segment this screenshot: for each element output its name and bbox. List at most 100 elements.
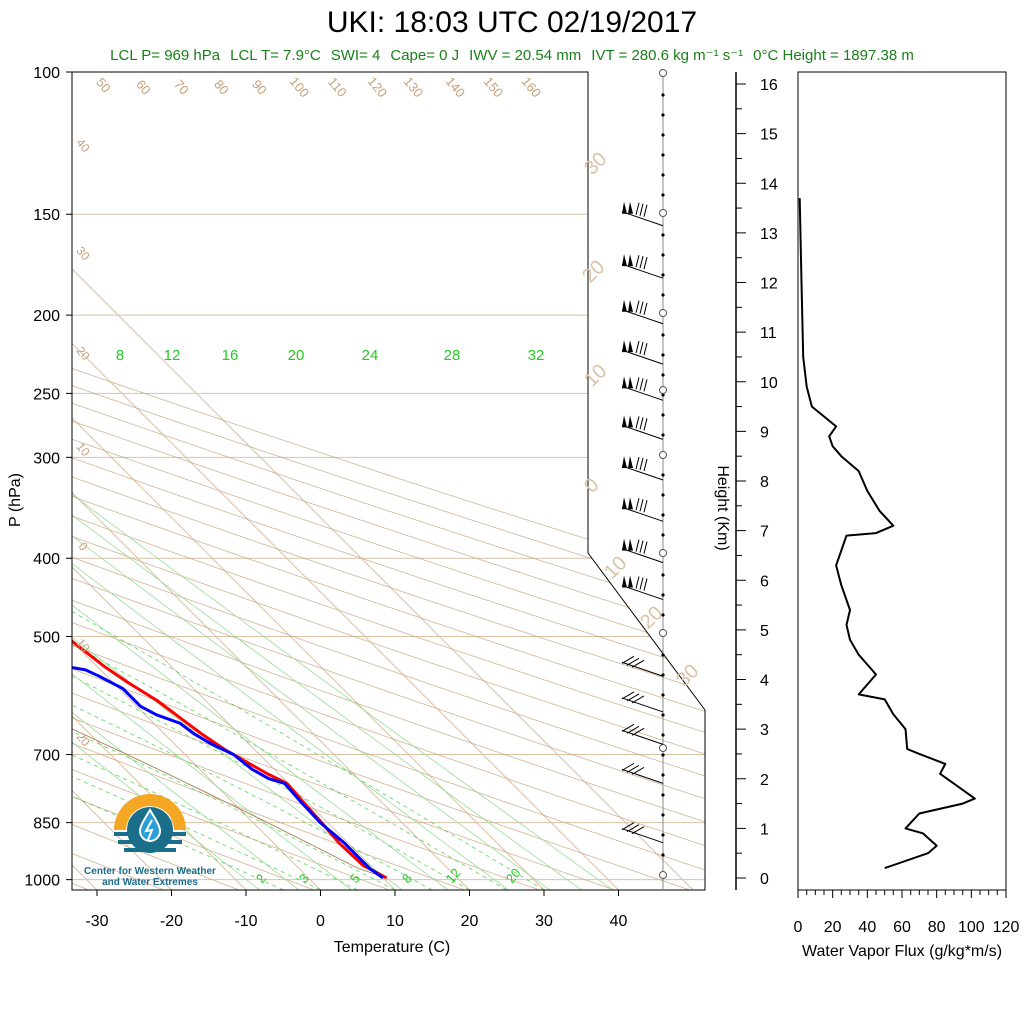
dry-adiabat-line [72, 72, 315, 890]
height-tick-label: 11 [760, 325, 777, 342]
left-iso-label: 30 [73, 244, 93, 263]
wind-barb [621, 538, 664, 564]
y-tick-label: 400 [33, 551, 60, 568]
barb-staff [621, 424, 664, 440]
barb-point [661, 653, 665, 657]
logo-line2: and Water Extremes [102, 877, 198, 888]
moist-adiabat-line [72, 456, 396, 890]
barb-point [661, 733, 665, 737]
barb-flag [628, 299, 633, 312]
isotherm-line [72, 72, 321, 890]
isotherm-line [72, 72, 694, 890]
x-tick-label: 30 [535, 913, 553, 930]
logo-sun-shape [114, 794, 186, 830]
height-tick-label: 7 [760, 524, 769, 541]
barb-flag [622, 575, 627, 588]
skewt-series [72, 133, 388, 880]
barb-point [661, 193, 665, 197]
barb-calm-circle [659, 451, 667, 459]
dry-adiabat-label: 100 [287, 74, 312, 100]
x-tick-label: 40 [610, 913, 628, 930]
summary-item: IWV = 20.54 mm [469, 47, 582, 64]
barb-point [661, 133, 665, 137]
barb-point [661, 853, 665, 857]
dry-adiabat-label: 90 [249, 77, 270, 98]
flux-frame [797, 71, 1007, 891]
mixing-ratio-line [72, 363, 550, 890]
moist-adiabat-line [72, 456, 284, 890]
barb-calm-circle [659, 549, 667, 557]
barb-feather [643, 418, 648, 431]
barb-calm-circle [659, 871, 667, 879]
barb-feather [643, 541, 648, 554]
barb-feather [635, 255, 640, 268]
height-tick-label: 1 [760, 821, 769, 838]
dry-adiabat-line [72, 72, 690, 890]
y-tick-label: 1000 [24, 873, 60, 890]
barb-point [661, 113, 665, 117]
dry-adiabat-label: 130 [401, 74, 426, 100]
height-tick-label: 5 [760, 623, 769, 640]
barb-point [661, 613, 665, 617]
barb-point [661, 833, 665, 837]
wind-barb [621, 299, 664, 325]
barb-feather [635, 539, 640, 552]
barb-feather [639, 301, 644, 314]
barb-calm-circle [659, 386, 667, 394]
dry-adiabat-line [72, 72, 705, 890]
barb-staff [621, 585, 664, 601]
mixing-ratio-line [72, 363, 449, 890]
barb-point [661, 353, 665, 357]
barb-staff [621, 465, 664, 481]
barb-point [661, 93, 665, 97]
barb-feather [643, 302, 648, 315]
height-tick-label: 3 [760, 722, 769, 739]
flux-x-tick-label: 120 [993, 919, 1020, 936]
y-tick-label: 300 [33, 450, 60, 467]
flux-line [798, 198, 976, 870]
barb-feather [639, 256, 644, 269]
flux-x-tick-label: 40 [858, 919, 876, 936]
height-tick-label: 9 [760, 424, 769, 441]
barb-point [661, 773, 665, 777]
flux-x-tick-label: 80 [928, 919, 946, 936]
barb-flag [622, 299, 627, 312]
parcel-path [72, 133, 387, 879]
mixing-ratio-top-label: 8 [116, 347, 124, 364]
wind-barb [621, 575, 664, 601]
barb-flag [622, 254, 627, 267]
height-tick-label: 13 [760, 226, 778, 243]
barb-point [661, 433, 665, 437]
dry-adiabat-line [72, 72, 465, 890]
cw3e-logo: Center for Western Weather and Water Ext… [70, 780, 230, 890]
barb-feather [643, 458, 648, 472]
x-tick-label: 10 [386, 913, 404, 930]
barb-feather [639, 417, 644, 430]
x-axis-title: Temperature (C) [334, 939, 450, 956]
wind-barb [621, 455, 664, 481]
moist-adiabat-line [72, 456, 545, 890]
barb-feather [639, 342, 644, 355]
barb-feather [621, 822, 635, 831]
y-tick-label: 850 [33, 816, 60, 833]
summary-line: LCL P= 969 hPa LCL T= 7.9°C SWI= 4 Cape= 0 … [0, 46, 1024, 64]
summary-item: LCL P= 969 hPa [110, 47, 221, 64]
barb-feather [635, 416, 640, 429]
height-tick-label: 4 [760, 673, 769, 690]
height-tick-label: 2 [760, 772, 769, 789]
mixing-ratio-line [72, 363, 582, 890]
page-title: UKI: 18:03 UTC 02/19/2017 [326, 6, 698, 39]
barb-flag [622, 340, 627, 353]
summary-item: Cape= 0 J [390, 47, 460, 64]
barb-feather [621, 691, 635, 700]
y-tick-label: 100 [33, 65, 60, 82]
barb-flag [622, 455, 627, 468]
barb-feather [631, 659, 645, 668]
barb-flag [628, 415, 633, 428]
barb-staff [621, 211, 664, 227]
left-iso-label: 0 [76, 539, 91, 553]
dry-adiabat-label: 150 [481, 74, 506, 100]
barb-feather [626, 824, 640, 833]
barb-point [661, 533, 665, 537]
